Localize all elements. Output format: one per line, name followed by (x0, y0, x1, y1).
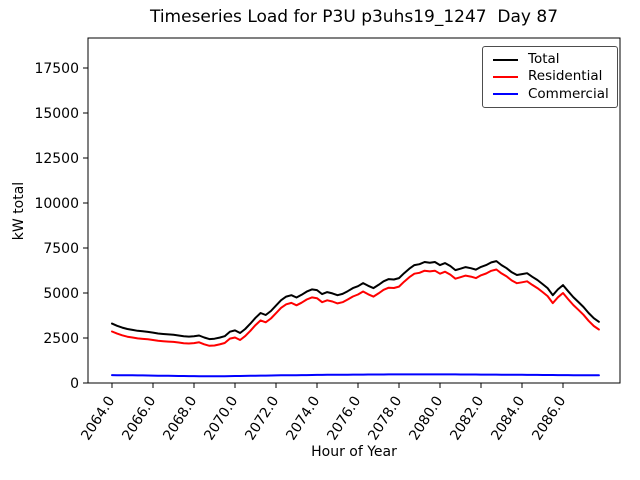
legend-entry-total: Total (492, 50, 617, 67)
y-tick-label: 2500 (43, 331, 79, 347)
y-tick-label: 12500 (34, 151, 79, 167)
x-tick-label: 2082.0 (447, 393, 487, 443)
residential-line (111, 268, 600, 347)
legend-line-total (493, 58, 518, 61)
y-axis-label-wrap: kW total (2, 38, 36, 383)
x-tick-label: 2070.0 (201, 393, 241, 443)
legend-label-total: Total (528, 50, 560, 67)
x-tick-label: 2072.0 (242, 393, 282, 443)
legend-entry-residential: Residential (492, 70, 617, 84)
x-tick-label: 2080.0 (406, 393, 446, 443)
x-tick-label: 2064.0 (78, 393, 118, 443)
tick-marks (83, 67, 564, 388)
legend-entry-commercial: Commercial (492, 85, 617, 102)
y-tick-label: 15000 (34, 106, 79, 122)
y-tick-label: 7500 (43, 241, 79, 257)
y-tick-label: 5000 (43, 286, 79, 302)
x-tick-label: 2076.0 (324, 393, 364, 443)
y-tick-label: 10000 (34, 196, 79, 212)
y-axis-label: kW total (11, 181, 28, 240)
x-tick-label: 2086.0 (529, 393, 569, 443)
x-tick-label: 2084.0 (488, 393, 528, 443)
chart-title: Timeseries Load for P3U p3uhs19_1247 Day… (149, 7, 559, 27)
legend-label-commercial: Commercial (528, 85, 609, 102)
y-tick-label: 0 (70, 376, 79, 392)
legend-line-commercial (493, 93, 518, 96)
legend-label-residential: Residential (528, 68, 603, 85)
series-lines (111, 260, 600, 378)
y-tick-labels: 0 2500 5000 7500 10000 12500 15000 17500 (34, 61, 79, 392)
y-tick-label: 17500 (34, 61, 79, 77)
x-axis-label: Hour of Year (311, 444, 397, 460)
x-tick-label: 2068.0 (160, 393, 200, 443)
x-tick-labels: 2064.0 2066.0 2068.0 2070.0 2072.0 2074.0 2076… (78, 393, 569, 443)
legend-line-residential (493, 76, 518, 78)
axes-frame (87, 37, 621, 384)
x-tick-label: 2074.0 (283, 393, 323, 443)
x-tick-label: 2066.0 (119, 393, 159, 443)
x-tick-label: 2078.0 (365, 393, 405, 443)
total-line (111, 260, 600, 341)
legend: Total Residential Commercial (482, 46, 618, 108)
commercial-line (111, 373, 600, 378)
